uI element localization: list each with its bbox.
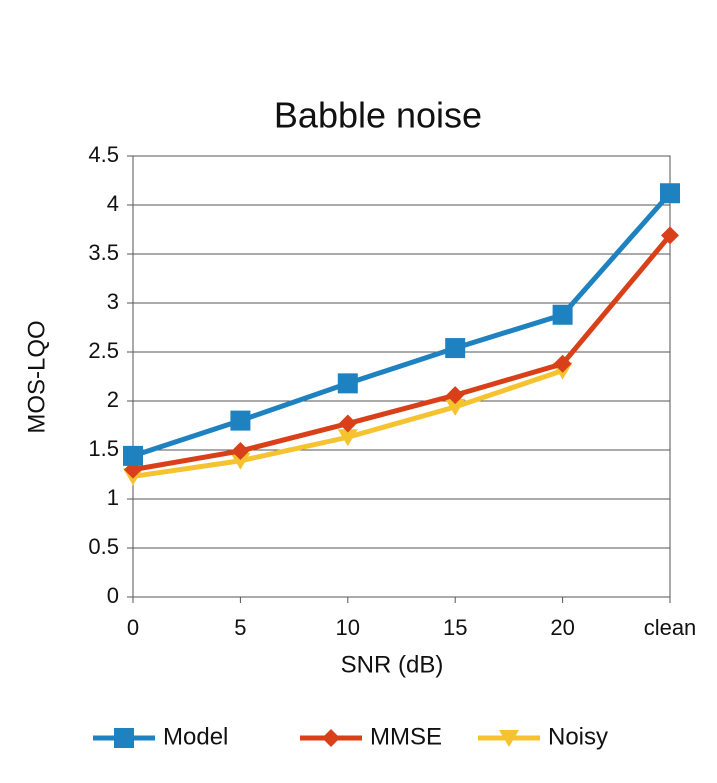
chart-title: Babble noise — [274, 95, 482, 136]
series-line — [132, 233, 672, 473]
marker — [338, 414, 357, 433]
x-tick-label: 10 — [336, 615, 360, 640]
x-tick-label: 20 — [550, 615, 574, 640]
marker — [660, 183, 680, 204]
y-tick-label: 0.5 — [88, 534, 119, 559]
y-tick-label: 2 — [107, 387, 119, 412]
marker — [322, 729, 340, 747]
x-tick-label: 5 — [234, 615, 246, 640]
y-tick-label: 4.5 — [88, 142, 119, 167]
marker — [445, 338, 466, 359]
y-tick-label: 0 — [107, 583, 119, 608]
marker — [123, 445, 143, 466]
y-tick-label: 1 — [107, 485, 119, 510]
marker — [230, 410, 251, 431]
y-tick-label: 2.5 — [88, 338, 119, 363]
marker — [499, 730, 519, 747]
marker — [446, 386, 465, 405]
marker — [553, 354, 572, 373]
marker — [552, 304, 573, 325]
x-tick-label: 0 — [127, 615, 139, 640]
series-line — [132, 191, 672, 459]
y-tick-label: 4 — [107, 191, 119, 216]
y-tick-label: 3 — [107, 289, 119, 314]
x-tick-label: 15 — [443, 615, 467, 640]
marker — [114, 728, 134, 748]
marker — [231, 441, 250, 460]
y-tick-label: 1.5 — [88, 436, 119, 461]
x-tick-label: clean — [644, 615, 697, 640]
legend-label: MMSE — [370, 723, 442, 750]
plot-frame — [132, 155, 671, 598]
y-tick-label: 3.5 — [88, 240, 119, 265]
x-axis-label: SNR (dB) — [341, 651, 444, 678]
legend-label: Noisy — [548, 723, 608, 750]
marker — [337, 429, 358, 447]
marker — [337, 373, 358, 394]
marker — [230, 452, 251, 470]
marker — [445, 398, 466, 416]
marker — [661, 226, 679, 245]
legend-label: Model — [163, 723, 228, 750]
y-axis-label: MOS-LQO — [23, 320, 50, 433]
